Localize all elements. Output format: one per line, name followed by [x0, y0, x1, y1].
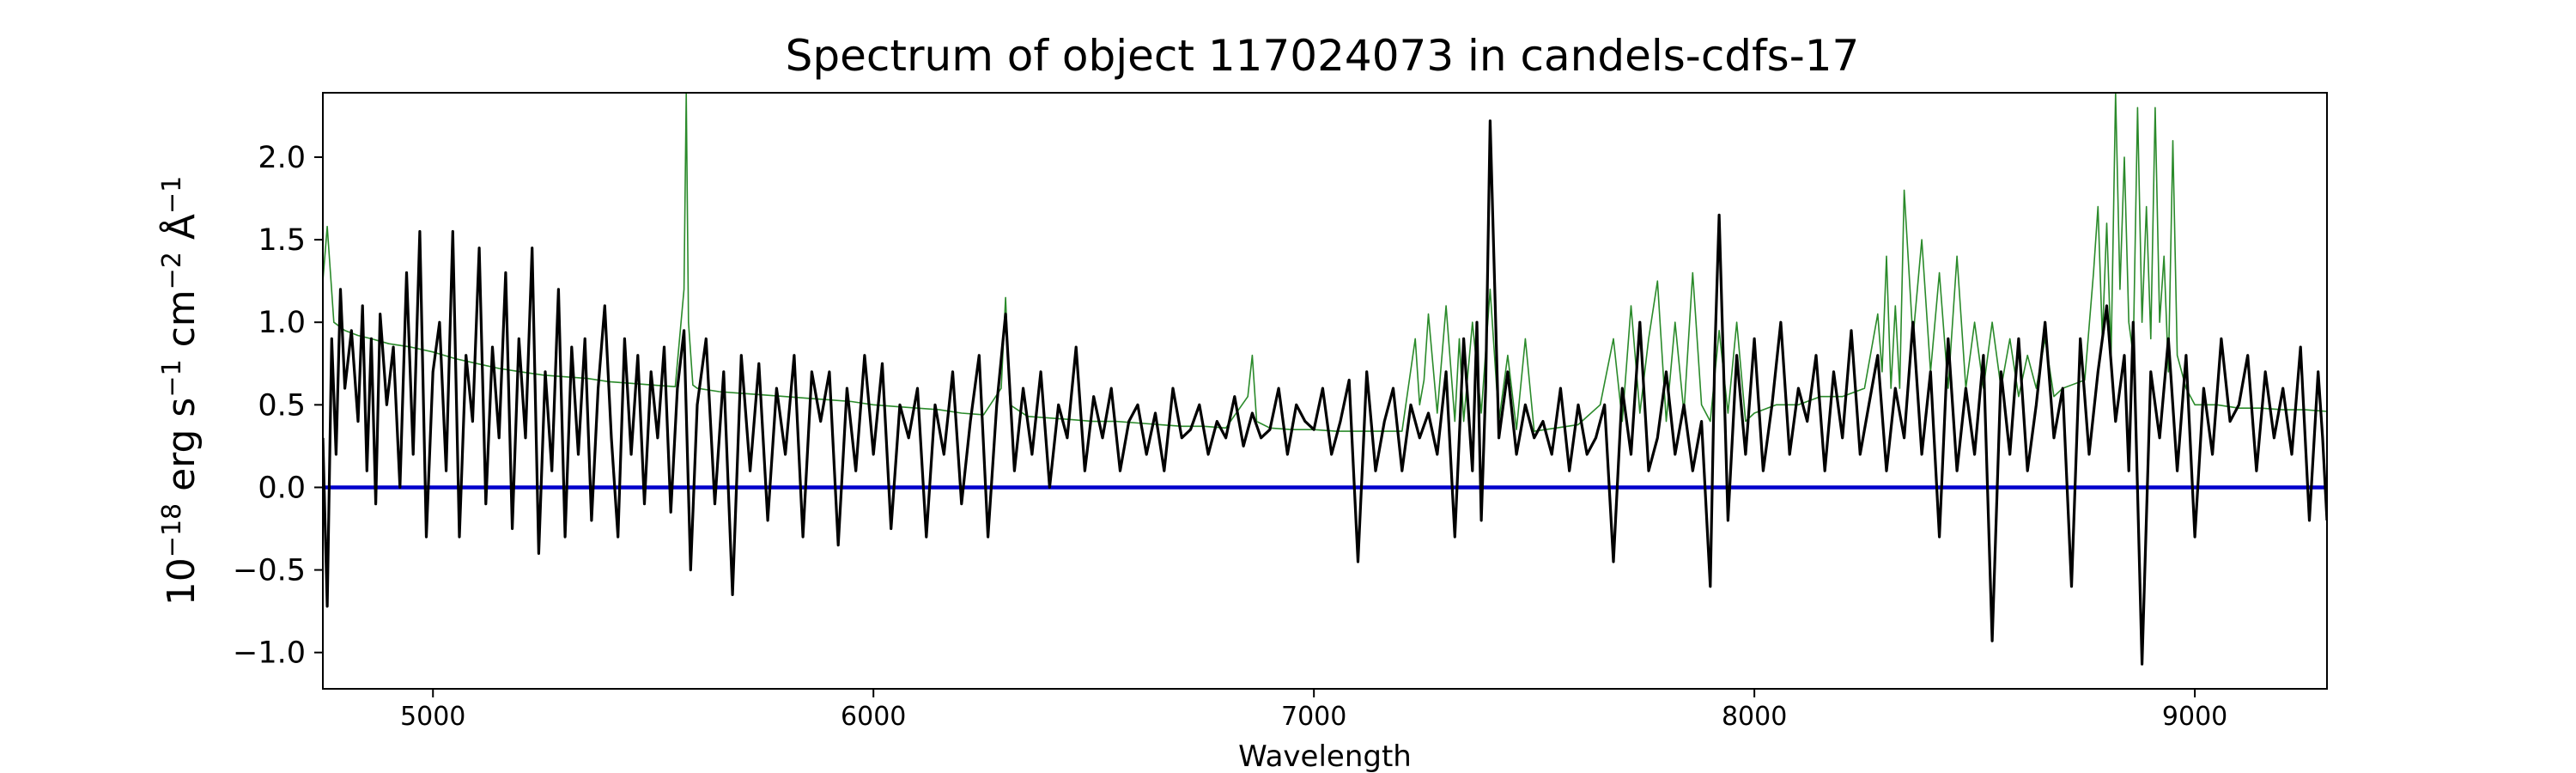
- flux-series-line: [323, 119, 2327, 666]
- x-axis-label: Wavelength: [1238, 740, 1412, 773]
- y-axis-label-unit3: Å: [158, 214, 204, 252]
- y-axis: −1.0 −0.5 0.0 0.5 1.0 1.5 2.0: [233, 141, 323, 671]
- x-tick-label: 9000: [2162, 702, 2227, 732]
- series-layer: [323, 93, 2327, 666]
- x-tick-label: 7000: [1281, 702, 1346, 732]
- x-tick-label: 8000: [1722, 702, 1787, 732]
- plot-frame: [322, 92, 2328, 690]
- y-tick-label: 1.0: [258, 306, 306, 340]
- y-axis-label-exp-base: −18: [157, 503, 187, 557]
- y-tick-label: −1.0: [233, 636, 306, 671]
- y-axis-label-exp3: −1: [157, 176, 187, 214]
- y-tick-label: 0.5: [258, 388, 306, 423]
- y-axis-label-exp1: −1: [157, 359, 187, 397]
- y-tick-label: −0.5: [233, 554, 306, 588]
- y-axis-label-unit2: cm: [160, 289, 204, 359]
- y-tick-label: 0.0: [258, 471, 306, 505]
- y-tick-label: 2.0: [258, 141, 306, 175]
- y-axis-label-exp2: −2: [157, 252, 187, 289]
- y-axis-label: 10−18 erg s−1 cm−2 Å−1: [157, 176, 204, 606]
- y-axis-label-unit1: erg s: [160, 398, 204, 503]
- chart-title: Spectrum of object 117024073 in candels-…: [786, 31, 1860, 81]
- x-axis: 5000 6000 7000 8000 9000: [400, 689, 2227, 732]
- y-tick-label: 1.5: [258, 223, 306, 258]
- x-tick-label: 6000: [841, 702, 906, 732]
- y-axis-label-base: 10: [160, 557, 204, 606]
- x-tick-label: 5000: [400, 702, 465, 732]
